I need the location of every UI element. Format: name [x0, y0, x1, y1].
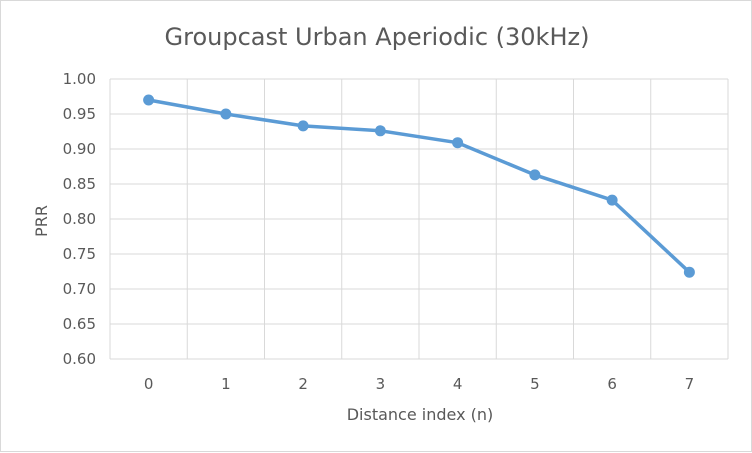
tick-layer: 0.60 0.65 0.70 0.75 0.80 0.85 0.90 0.95 1.00 0 1 2 3… — [63, 70, 695, 393]
data-point — [529, 169, 541, 181]
x-tick-label: 3 — [376, 375, 386, 393]
x-axis-title: Distance index (n) — [347, 405, 494, 424]
series-line — [148, 98, 691, 274]
y-tick-label: 0.85 — [63, 175, 96, 193]
data-point — [143, 94, 155, 106]
y-tick-label: 0.65 — [63, 315, 96, 333]
x-tick-label: 0 — [144, 375, 154, 393]
data-point — [297, 120, 309, 132]
data-point — [220, 108, 232, 120]
x-tick-label: 1 — [221, 375, 231, 393]
data-point — [374, 125, 386, 137]
grid-layer — [109, 78, 729, 360]
x-tick-label: 6 — [607, 375, 617, 393]
chart-title: Groupcast Urban Aperiodic (30kHz) — [164, 23, 590, 51]
y-tick-label: 0.90 — [63, 140, 96, 158]
data-point — [683, 266, 695, 278]
y-tick-label: 0.70 — [63, 280, 96, 298]
series-layer — [143, 94, 695, 278]
data-point — [606, 194, 618, 206]
y-tick-label: 0.95 — [63, 105, 96, 123]
data-point — [452, 137, 464, 149]
y-tick-label: 0.75 — [63, 245, 96, 263]
x-tick-label: 7 — [685, 375, 695, 393]
y-tick-label: 0.80 — [63, 210, 96, 228]
x-tick-label: 4 — [453, 375, 463, 393]
y-tick-label: 0.60 — [63, 350, 96, 368]
x-tick-label: 5 — [530, 375, 540, 393]
x-tick-label: 2 — [298, 375, 308, 393]
y-tick-label: 1.00 — [63, 70, 96, 88]
y-axis-title: PRR — [32, 205, 51, 237]
